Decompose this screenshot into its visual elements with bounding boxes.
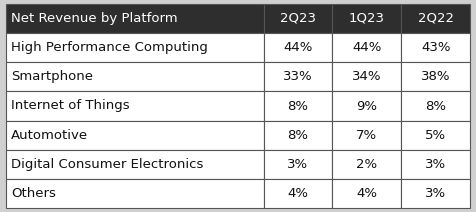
Text: 8%: 8% <box>288 129 308 142</box>
Bar <box>264 62 332 91</box>
Bar <box>332 179 401 208</box>
Bar <box>6 121 264 150</box>
Bar <box>332 150 401 179</box>
Text: 4%: 4% <box>356 187 377 200</box>
Text: 43%: 43% <box>421 41 450 54</box>
Bar <box>6 4 264 33</box>
Bar <box>264 4 332 33</box>
Text: Internet of Things: Internet of Things <box>11 99 130 113</box>
Bar <box>401 179 470 208</box>
Text: 44%: 44% <box>283 41 313 54</box>
Bar <box>264 91 332 121</box>
Text: 38%: 38% <box>421 70 450 83</box>
Text: 2Q23: 2Q23 <box>280 12 316 25</box>
Text: Others: Others <box>11 187 56 200</box>
Bar <box>401 4 470 33</box>
Bar <box>401 62 470 91</box>
Bar <box>264 150 332 179</box>
Text: Net Revenue by Platform: Net Revenue by Platform <box>11 12 178 25</box>
Text: 33%: 33% <box>283 70 313 83</box>
Text: 7%: 7% <box>356 129 377 142</box>
Text: 8%: 8% <box>425 99 446 113</box>
Text: 3%: 3% <box>425 158 446 171</box>
Text: 2Q22: 2Q22 <box>417 12 454 25</box>
Text: 44%: 44% <box>352 41 381 54</box>
Text: 3%: 3% <box>288 158 308 171</box>
Bar <box>401 150 470 179</box>
Text: 9%: 9% <box>356 99 377 113</box>
Text: 2%: 2% <box>356 158 377 171</box>
Bar <box>332 91 401 121</box>
Text: 5%: 5% <box>425 129 446 142</box>
Text: Smartphone: Smartphone <box>11 70 93 83</box>
Bar <box>6 33 264 62</box>
Bar <box>264 179 332 208</box>
Bar <box>332 4 401 33</box>
Bar <box>6 179 264 208</box>
Bar <box>401 33 470 62</box>
Text: Automotive: Automotive <box>11 129 89 142</box>
Bar <box>264 33 332 62</box>
Bar <box>401 91 470 121</box>
Bar <box>6 91 264 121</box>
Bar <box>6 150 264 179</box>
Bar <box>332 62 401 91</box>
Text: 4%: 4% <box>288 187 308 200</box>
Bar <box>332 121 401 150</box>
Text: 3%: 3% <box>425 187 446 200</box>
Bar <box>401 121 470 150</box>
Text: 34%: 34% <box>352 70 381 83</box>
Bar <box>264 121 332 150</box>
Text: High Performance Computing: High Performance Computing <box>11 41 208 54</box>
Text: Digital Consumer Electronics: Digital Consumer Electronics <box>11 158 204 171</box>
Text: 1Q23: 1Q23 <box>349 12 385 25</box>
Text: 8%: 8% <box>288 99 308 113</box>
Bar <box>6 62 264 91</box>
Bar <box>332 33 401 62</box>
